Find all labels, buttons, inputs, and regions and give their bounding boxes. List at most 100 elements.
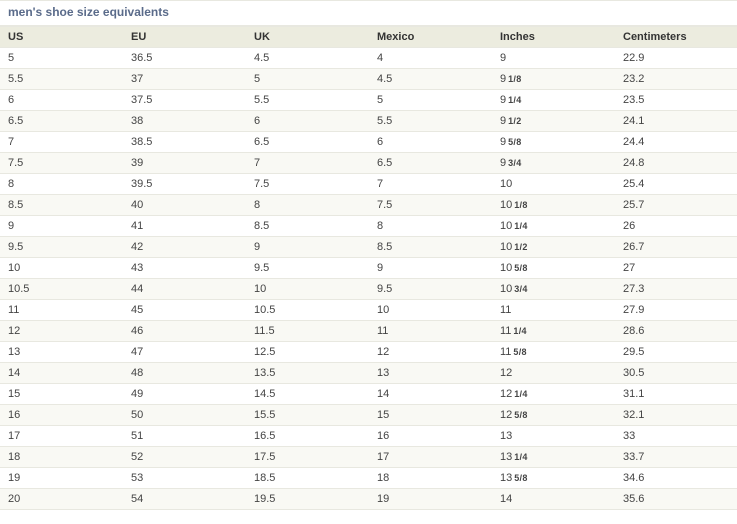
cell-us: 11: [0, 300, 123, 321]
cell-uk: 6: [246, 111, 369, 132]
cell-inches: 11: [492, 300, 615, 321]
col-header-eu: EU: [123, 27, 246, 48]
cell-cm: 26: [615, 216, 737, 237]
cell-eu: 38.5: [123, 132, 246, 153]
inches-whole: 9: [500, 94, 506, 106]
inches-fraction: 5/8: [513, 347, 526, 357]
cell-us: 8.5: [0, 195, 123, 216]
inches-fraction: 1/8: [514, 200, 527, 210]
cell-eu: 38: [123, 111, 246, 132]
table-row: 144813.5131230.5: [0, 363, 737, 384]
cell-cm: 27.9: [615, 300, 737, 321]
cell-cm: 29.5: [615, 342, 737, 363]
inches-fraction: 1/4: [514, 389, 527, 399]
cell-uk: 8.5: [246, 216, 369, 237]
inches-whole: 10: [500, 178, 512, 190]
cell-inches: 101/2: [492, 237, 615, 258]
cell-eu: 44: [123, 279, 246, 300]
cell-mexico: 5: [369, 90, 492, 111]
cell-cm: 34.6: [615, 468, 737, 489]
cell-cm: 28.6: [615, 321, 737, 342]
table-row: 10439.59105/827: [0, 258, 737, 279]
cell-cm: 22.9: [615, 48, 737, 69]
cell-cm: 35.6: [615, 489, 737, 510]
cell-uk: 10: [246, 279, 369, 300]
cell-us: 9.5: [0, 237, 123, 258]
cell-uk: 14.5: [246, 384, 369, 405]
cell-uk: 6.5: [246, 132, 369, 153]
cell-cm: 23.2: [615, 69, 737, 90]
inches-whole: 11: [500, 304, 511, 316]
col-header-mexico: Mexico: [369, 27, 492, 48]
cell-cm: 24.1: [615, 111, 737, 132]
cell-inches: 13: [492, 426, 615, 447]
cell-mexico: 16: [369, 426, 492, 447]
table-row: 175116.5161333: [0, 426, 737, 447]
inches-whole: 9: [500, 136, 506, 148]
cell-us: 12: [0, 321, 123, 342]
cell-uk: 12.5: [246, 342, 369, 363]
cell-us: 5: [0, 48, 123, 69]
cell-cm: 24.4: [615, 132, 737, 153]
table-row: 185217.517131/433.7: [0, 447, 737, 468]
inches-fraction: 5/8: [514, 410, 527, 420]
cell-eu: 39.5: [123, 174, 246, 195]
cell-eu: 48: [123, 363, 246, 384]
cell-uk: 10.5: [246, 300, 369, 321]
col-header-uk: UK: [246, 27, 369, 48]
cell-inches: 101/4: [492, 216, 615, 237]
cell-mexico: 8: [369, 216, 492, 237]
col-header-inches: Inches: [492, 27, 615, 48]
cell-uk: 19.5: [246, 489, 369, 510]
inches-whole: 10: [500, 283, 512, 295]
inches-fraction: 1/4: [514, 221, 527, 231]
table-row: 839.57.571025.4: [0, 174, 737, 195]
cell-uk: 7.5: [246, 174, 369, 195]
cell-us: 8: [0, 174, 123, 195]
cell-us: 7: [0, 132, 123, 153]
cell-uk: 5: [246, 69, 369, 90]
inches-fraction: 3/4: [508, 158, 521, 168]
table-head: US EU UK Mexico Inches Centimeters: [0, 27, 737, 48]
cell-inches: 91/4: [492, 90, 615, 111]
inches-fraction: 5/8: [514, 473, 527, 483]
cell-mexico: 14: [369, 384, 492, 405]
table-row: 9.54298.5101/226.7: [0, 237, 737, 258]
inches-whole: 11: [500, 346, 511, 358]
cell-uk: 13.5: [246, 363, 369, 384]
inches-whole: 10: [500, 262, 512, 274]
col-header-cm: Centimeters: [615, 27, 737, 48]
cell-mexico: 11: [369, 321, 492, 342]
cell-cm: 27.3: [615, 279, 737, 300]
cell-us: 13: [0, 342, 123, 363]
cell-inches: 125/8: [492, 405, 615, 426]
cell-inches: 91/2: [492, 111, 615, 132]
inches-whole: 12: [500, 409, 512, 421]
cell-uk: 4.5: [246, 48, 369, 69]
inches-whole: 14: [500, 493, 512, 505]
cell-inches: 135/8: [492, 468, 615, 489]
cell-cm: 24.8: [615, 153, 737, 174]
cell-us: 6.5: [0, 111, 123, 132]
cell-uk: 16.5: [246, 426, 369, 447]
cell-us: 15: [0, 384, 123, 405]
cell-eu: 36.5: [123, 48, 246, 69]
cell-mexico: 12: [369, 342, 492, 363]
inches-whole: 12: [500, 388, 512, 400]
cell-mexico: 10: [369, 300, 492, 321]
table-row: 195318.518135/834.6: [0, 468, 737, 489]
inches-fraction: 5/8: [508, 137, 521, 147]
cell-eu: 52: [123, 447, 246, 468]
cell-cm: 23.5: [615, 90, 737, 111]
table-row: 10.544109.5103/427.3: [0, 279, 737, 300]
cell-mexico: 19: [369, 489, 492, 510]
cell-uk: 8: [246, 195, 369, 216]
cell-inches: 12: [492, 363, 615, 384]
cell-mexico: 9.5: [369, 279, 492, 300]
table-row: 114510.5101127.9: [0, 300, 737, 321]
table-row: 738.56.5695/824.4: [0, 132, 737, 153]
cell-eu: 47: [123, 342, 246, 363]
cell-us: 9: [0, 216, 123, 237]
cell-eu: 46: [123, 321, 246, 342]
table-row: 205419.5191435.6: [0, 489, 737, 510]
